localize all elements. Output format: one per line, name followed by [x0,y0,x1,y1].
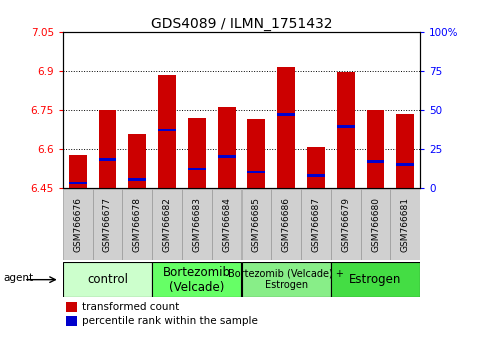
Bar [277,67,295,188]
Bar [66,316,77,326]
Text: Bortezomib (Velcade) +
Estrogen: Bortezomib (Velcade) + Estrogen [228,269,344,291]
Bar [242,189,271,260]
Bar [158,129,176,131]
Text: Bortezomib
(Velcade): Bortezomib (Velcade) [163,266,231,294]
Bar [390,189,420,260]
Bar [188,167,206,170]
Bar [128,178,146,181]
Bar [218,107,236,188]
Bar [218,155,236,158]
Text: GSM766685: GSM766685 [252,197,261,252]
Bar [66,302,77,312]
Bar [152,189,182,260]
Bar [99,158,116,161]
Text: GSM766676: GSM766676 [73,197,82,252]
Text: GSM766682: GSM766682 [163,197,171,252]
Bar [307,147,325,188]
Text: GSM766686: GSM766686 [282,197,291,252]
Text: Estrogen: Estrogen [349,273,402,286]
Bar [397,114,414,188]
Text: GSM766678: GSM766678 [133,197,142,252]
Text: GSM766679: GSM766679 [341,197,350,252]
Bar [182,189,212,260]
Text: GSM766683: GSM766683 [192,197,201,252]
Bar [247,171,265,173]
Bar [397,163,414,166]
Bar [212,189,242,260]
Bar [361,189,390,260]
Bar [188,118,206,188]
Bar [242,262,331,297]
Bar [301,189,331,260]
Text: GSM766681: GSM766681 [401,197,410,252]
Bar [63,262,152,297]
Bar [367,160,384,162]
Bar [122,189,152,260]
Bar [128,135,146,188]
Text: agent: agent [3,273,33,283]
Bar [93,189,122,260]
Bar [152,262,242,297]
Bar [277,113,295,116]
Bar [69,182,86,184]
Bar [63,189,93,260]
Bar [69,155,86,188]
Bar [337,72,355,188]
Bar [331,262,420,297]
Text: GSM766677: GSM766677 [103,197,112,252]
Text: control: control [87,273,128,286]
Bar [158,75,176,188]
Bar [247,119,265,188]
Bar [337,125,355,128]
Text: percentile rank within the sample: percentile rank within the sample [83,316,258,326]
Text: transformed count: transformed count [83,302,180,312]
Text: GSM766684: GSM766684 [222,197,231,252]
Text: GSM766680: GSM766680 [371,197,380,252]
Bar [367,110,384,188]
Bar [307,174,325,177]
Text: GSM766687: GSM766687 [312,197,320,252]
Bar [271,189,301,260]
Title: GDS4089 / ILMN_1751432: GDS4089 / ILMN_1751432 [151,17,332,31]
Bar [99,110,116,188]
Bar [331,189,361,260]
